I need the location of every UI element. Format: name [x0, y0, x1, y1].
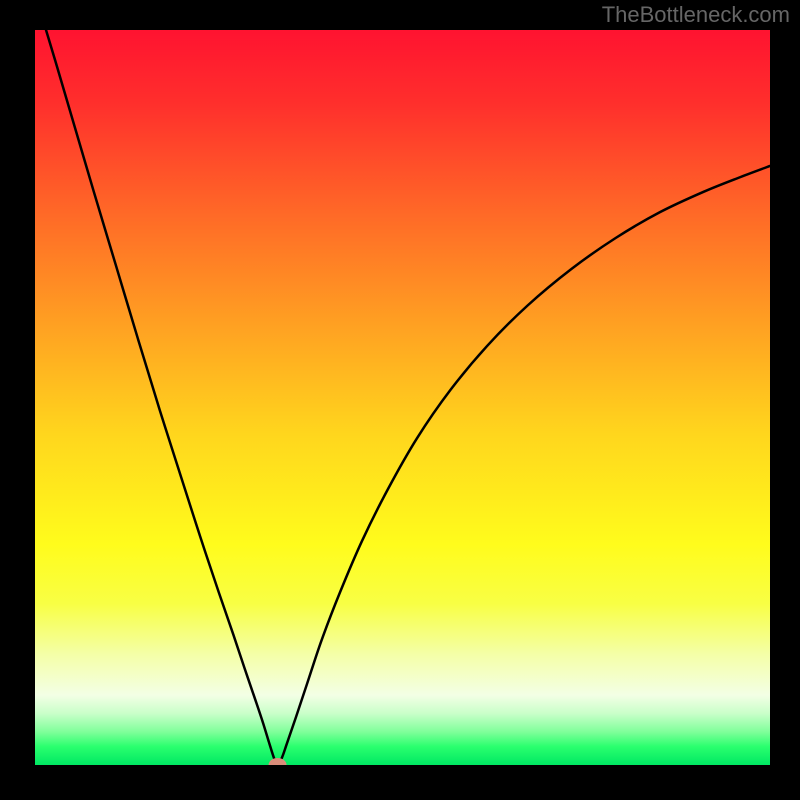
chart-container: TheBottleneck.com [0, 0, 800, 800]
minimum-marker [269, 758, 287, 765]
bottleneck-curve [35, 30, 770, 765]
plot-area [35, 30, 770, 765]
watermark-text: TheBottleneck.com [602, 2, 790, 28]
